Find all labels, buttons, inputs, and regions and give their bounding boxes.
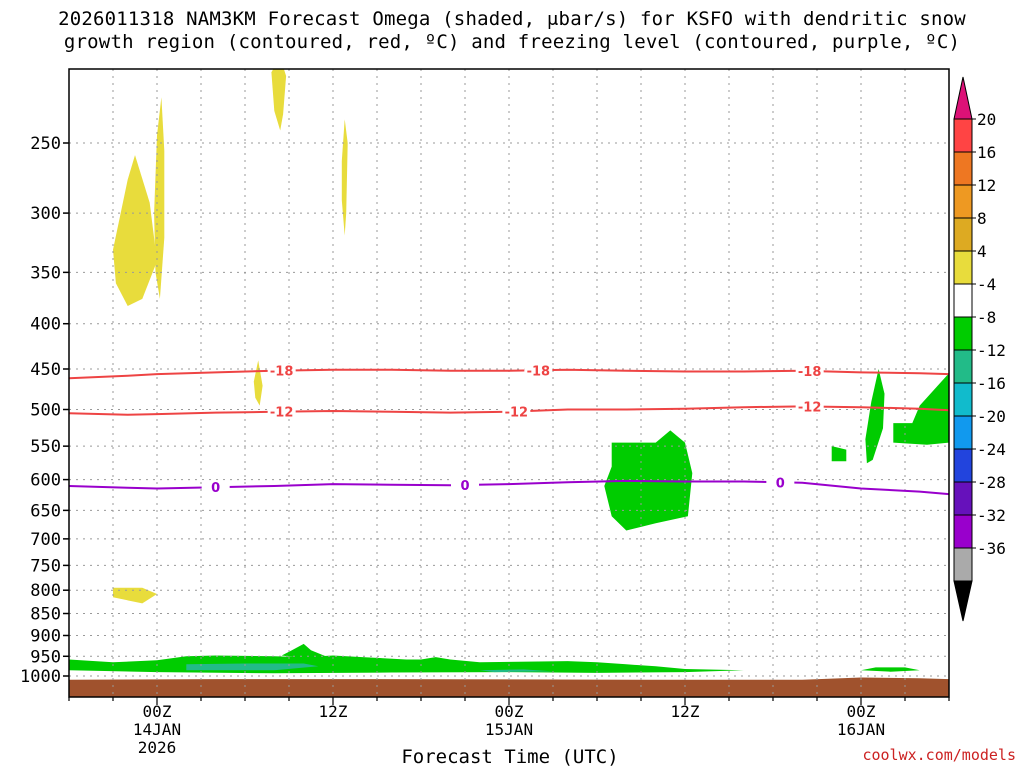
contour-label-bg xyxy=(795,363,824,378)
colorbar-label: -28 xyxy=(977,473,1006,492)
y-tick-label: 250 xyxy=(30,134,61,154)
x-tick-label: 12Z xyxy=(671,702,700,721)
y-tick-label: 1000 xyxy=(20,667,61,687)
contour-label-bg xyxy=(524,363,553,378)
contour-label-bg xyxy=(502,404,531,419)
colorbar-bin xyxy=(953,118,973,153)
omega-shaded-region-12 xyxy=(861,667,920,672)
y-tick-label: 350 xyxy=(30,263,61,283)
colorbar-bin xyxy=(953,250,973,285)
omega-shaded-region-10 xyxy=(69,655,744,674)
contour-label-bg xyxy=(766,475,795,490)
y-tick-label: 950 xyxy=(30,647,61,667)
contour-label-bg xyxy=(795,399,824,414)
colorbar-bin xyxy=(953,349,973,384)
colorbar-bin xyxy=(953,184,973,219)
colorbar-bin xyxy=(953,448,973,483)
colorbar-label: 16 xyxy=(977,143,996,162)
credit-link[interactable]: coolwx.com/models xyxy=(862,746,1016,764)
omega-shaded-region-11 xyxy=(281,643,326,659)
y-tick-label: 300 xyxy=(30,204,61,224)
colorbar-label: -4 xyxy=(977,275,996,294)
colorbar-label: 4 xyxy=(977,242,987,261)
colorbar-bin xyxy=(953,415,973,450)
colorbar-label: -12 xyxy=(977,341,1006,360)
y-tick-label: 700 xyxy=(30,530,61,550)
y-axis: 2503003504004505005506006507007508008509… xyxy=(20,134,69,687)
colorbar: 20 16 12 8 4 -4 -8 -12 -16 -20 -24 -28 -32 -36 xyxy=(953,76,1006,622)
x-tick-label: 15JAN xyxy=(485,720,533,739)
colorbar-bin xyxy=(953,151,973,186)
contour-label: -18 xyxy=(270,365,294,380)
contour-label-bg xyxy=(201,480,230,495)
contour-label: -18 xyxy=(527,364,551,379)
chart-title-line-1: 2026011318 NAM3KM Forecast Omega (shaded… xyxy=(58,8,966,30)
x-tick-label: 00Z xyxy=(143,702,172,721)
colorbar-label: 20 xyxy=(977,110,996,129)
contour-label: 0 xyxy=(460,479,469,494)
contour-label: 0 xyxy=(776,476,785,491)
colorbar-label: -36 xyxy=(977,539,1006,558)
omega-shaded-region-13 xyxy=(186,663,319,671)
x-tick-label: 14JAN xyxy=(133,720,181,739)
colorbar-label: -8 xyxy=(977,308,996,327)
x-tick-label: 00Z xyxy=(847,702,876,721)
y-tick-label: 850 xyxy=(30,605,61,625)
colorbar-bin xyxy=(953,481,973,516)
colorbar-label: -32 xyxy=(977,506,1006,525)
colorbar-bin xyxy=(953,316,973,351)
colorbar-label: 12 xyxy=(977,176,996,195)
omega-shaded-region-2 xyxy=(271,69,287,131)
contour-label-bg xyxy=(267,363,296,378)
contour-label: -12 xyxy=(270,406,294,421)
terrain-fill xyxy=(69,677,949,697)
y-tick-label: 400 xyxy=(30,315,61,335)
colorbar-bottom-arrow xyxy=(953,580,973,622)
colorbar-top-arrow xyxy=(953,76,973,120)
contour-label-bg xyxy=(267,404,296,419)
x-tick-label: 16JAN xyxy=(837,720,885,739)
colorbar-label: 8 xyxy=(977,209,987,228)
x-axis-label: Forecast Time (UTC) xyxy=(401,746,619,768)
colorbar-label: -20 xyxy=(977,407,1006,426)
contour-label: -12 xyxy=(505,406,529,421)
omega-shaded-region-1 xyxy=(154,97,165,299)
plot-area: -18 -18 -18 -12 -12 -12 0 0 0 xyxy=(69,69,949,697)
colorbar-bin xyxy=(953,514,973,549)
x-tick-label: 12Z xyxy=(319,702,348,721)
contour-label: -18 xyxy=(798,365,822,380)
y-tick-label: 550 xyxy=(30,437,61,457)
colorbar-label: -16 xyxy=(977,374,1006,393)
y-tick-label: 600 xyxy=(30,471,61,491)
y-tick-label: 800 xyxy=(30,581,61,601)
y-tick-label: 900 xyxy=(30,626,61,646)
y-tick-label: 450 xyxy=(30,360,61,380)
contour-label: 0 xyxy=(211,481,220,496)
colorbar-bin xyxy=(953,283,973,318)
x-tick-label: 00Z xyxy=(495,702,524,721)
y-tick-label: 500 xyxy=(30,401,61,421)
omega-shaded-region-14 xyxy=(479,669,553,673)
chart-title-line-2: growth region (contoured, red, ºC) and f… xyxy=(63,31,961,53)
omega-shaded-region-7 xyxy=(831,446,847,462)
colorbar-bin xyxy=(953,547,973,582)
colorbar-bin xyxy=(953,217,973,252)
y-tick-label: 650 xyxy=(30,501,61,521)
contour-freezing_0 xyxy=(69,479,949,496)
omega-shaded-region-3 xyxy=(341,119,348,236)
omega-shaded-region-4 xyxy=(253,360,263,406)
colorbar-bin xyxy=(953,382,973,417)
omega-shaded-region-0 xyxy=(113,155,157,306)
omega-shaded-region-8 xyxy=(865,369,885,464)
x-tick-label: 2026 xyxy=(138,738,177,757)
contour-label: -12 xyxy=(798,401,822,416)
contour-label-bg xyxy=(451,478,479,493)
y-tick-label: 750 xyxy=(30,556,61,576)
omega-shaded-region-5 xyxy=(113,587,157,604)
colorbar-label: -24 xyxy=(977,440,1006,459)
